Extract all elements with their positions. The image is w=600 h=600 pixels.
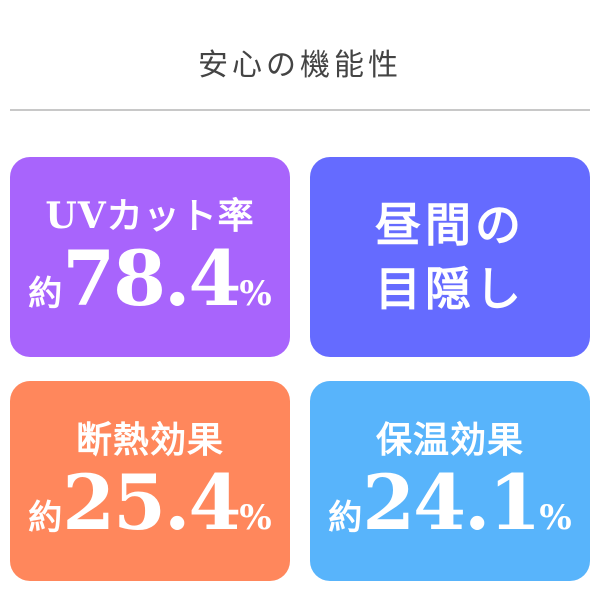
card-label: 断熱効果 <box>75 419 224 462</box>
heat-retention-card: 保温効果 約24.1% <box>310 381 590 581</box>
uv-cut-card: UVカット率 約78.4% <box>10 157 290 357</box>
card-line-1: 昼間の <box>375 197 525 252</box>
privacy-card: 昼間の 目隠し <box>310 157 590 357</box>
card-label: UVカット率 <box>45 195 255 238</box>
percent-unit: % <box>239 497 272 538</box>
percent-unit: % <box>239 273 272 314</box>
approx-prefix: 約 <box>328 497 363 538</box>
section-title: 安心の機能性 <box>198 48 402 83</box>
card-value: 約24.1% <box>328 464 572 541</box>
card-value: 約78.4% <box>28 240 272 317</box>
card-label: 保温効果 <box>375 419 524 462</box>
divider <box>10 109 590 111</box>
value-number: 78.4 <box>62 233 241 323</box>
card-line-2: 目隠し <box>375 262 525 316</box>
approx-prefix: 約 <box>28 273 63 314</box>
value-number: 25.4 <box>62 457 241 547</box>
percent-unit: % <box>539 497 572 538</box>
card-value: 約25.4% <box>28 464 272 541</box>
value-number: 24.1 <box>362 457 541 547</box>
approx-prefix: 約 <box>28 497 63 538</box>
insulation-card: 断熱効果 約25.4% <box>10 381 290 581</box>
